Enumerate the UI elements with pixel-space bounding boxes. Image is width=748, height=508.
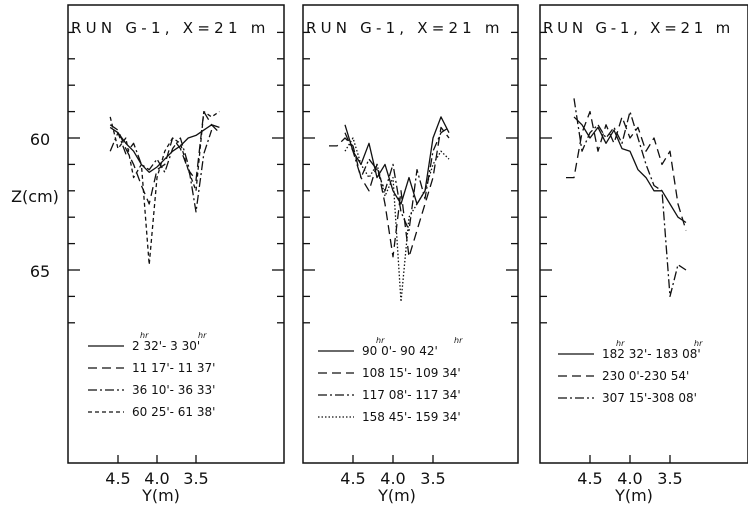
panel-frame-2 [302,4,519,464]
y-tick-label: 60 [30,130,50,149]
legend-label: 90 0'- 90 42' [362,344,438,358]
y-tick-label: 65 [30,262,50,281]
x-axis-label: Y(m) [377,486,416,505]
x-tick-label: 4.0 [144,469,169,488]
series-line-2 [566,110,687,231]
series-line-3 [344,126,450,232]
hr-superscript: hr [376,336,385,345]
series-line-1 [344,116,450,205]
hr-superscript: hr [140,331,149,340]
x-tick-label: 4.5 [577,469,602,488]
x-tick-label: 3.5 [657,469,682,488]
x-tick-label: 4.5 [340,469,365,488]
hr-superscript: hr [198,331,207,340]
series-line-4 [344,137,450,303]
legend-label: 117 08'- 117 34' [362,388,461,402]
x-tick-label: 4.5 [105,469,130,488]
legend-label: 36 10'- 36 33' [132,383,215,397]
series-line-2 [329,126,450,258]
x-tick-label: 4.0 [617,469,642,488]
panel-title: RUN G-1, X=21 m [71,19,265,37]
legend-label: 2 32'- 3 30' [132,339,200,353]
series-line-4 [109,110,220,266]
series-line-1 [573,116,687,224]
panel-frame-1 [67,4,285,464]
panel-frame-3 [539,4,748,464]
hr-superscript: hr [616,339,625,348]
panel-title: RUN G-1, X=21 m [306,19,500,37]
legend-label: 182 32'- 183 08' [602,347,701,361]
x-axis-label: Y(m) [614,486,653,505]
legend-label: 230 0'-230 54' [602,369,689,383]
hr-superscript: hr [454,336,463,345]
legend-label: 158 45'- 159 34' [362,410,461,424]
x-tick-label: 3.5 [420,469,445,488]
series-line-3 [573,98,687,298]
hr-superscript: hr [694,339,703,348]
x-tick-label: 4.0 [380,469,405,488]
legend-label: 307 15'-308 08' [602,391,697,405]
panel-title: RUN G-1, X=21 m [543,19,730,37]
legend-label: 108 15'- 109 34' [362,366,461,380]
x-axis-label: Y(m) [141,486,180,505]
legend-label: 11 17'- 11 37' [132,361,215,375]
legend-label: 60 25'- 61 38' [132,405,215,419]
y-axis-label: Z(cm) [11,187,59,206]
x-tick-label: 3.5 [183,469,208,488]
